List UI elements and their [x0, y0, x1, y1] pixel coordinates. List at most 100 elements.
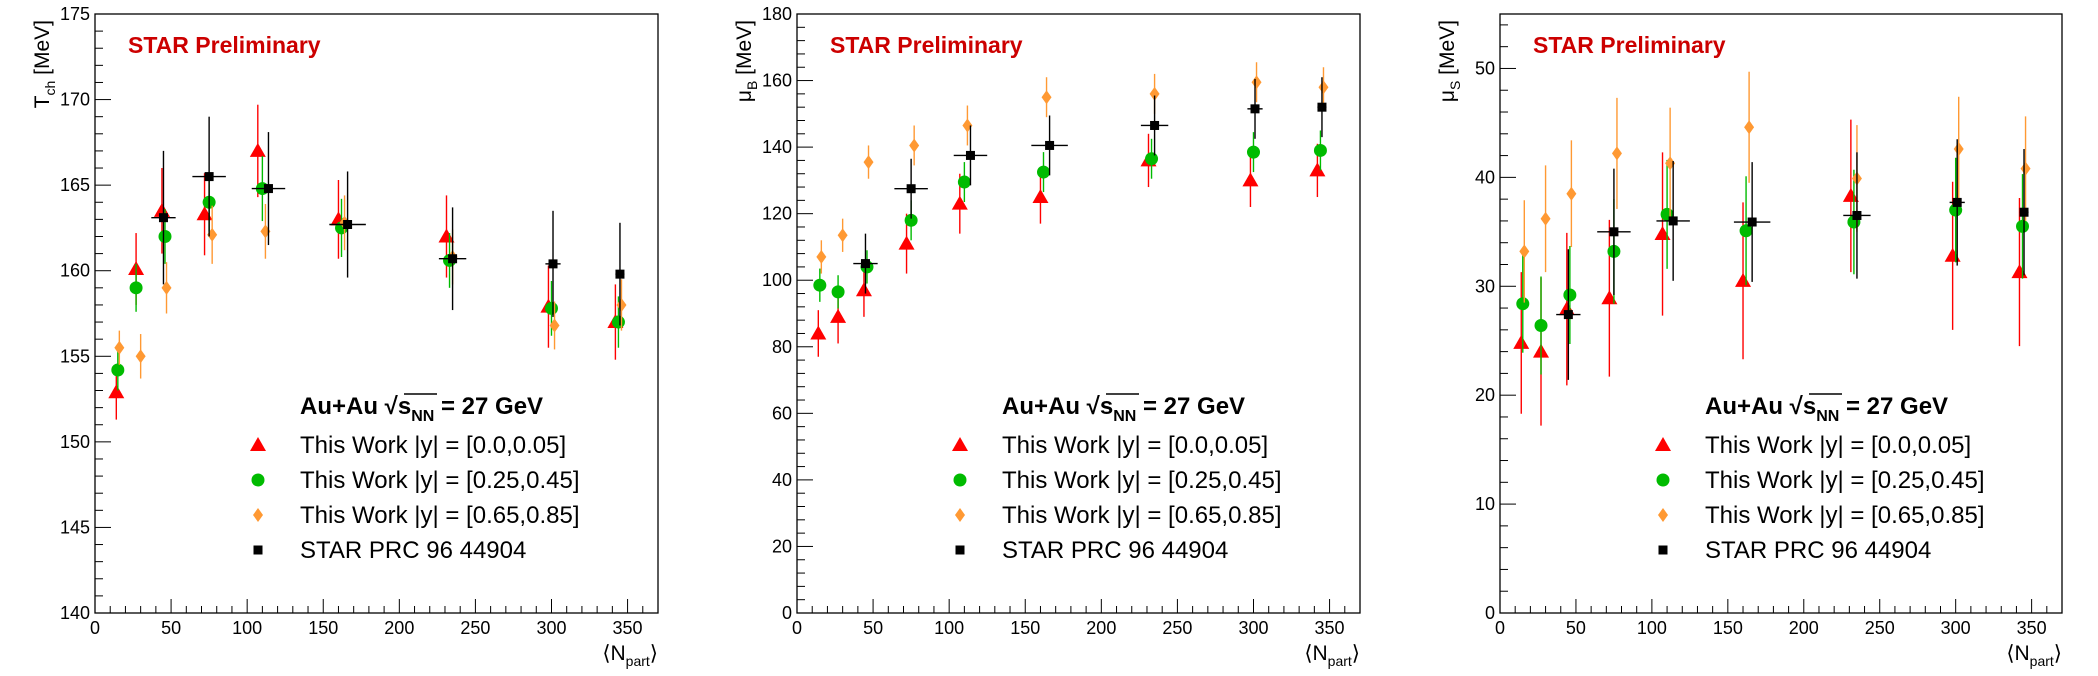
- plot-frame: [796, 13, 1361, 614]
- y-tick-label: 140: [60, 603, 90, 623]
- y-tick-label: 160: [762, 71, 792, 91]
- y-tick-label: 150: [60, 432, 90, 452]
- x-tick-label: 50: [1566, 618, 1586, 638]
- series-1: [108, 104, 624, 420]
- data-point: [1842, 187, 1859, 202]
- legend-marker: [253, 508, 263, 522]
- y-axis-label: μS [MeV]: [1436, 20, 1463, 102]
- x-tick-label: 300: [1238, 618, 1268, 638]
- legend-marker: [251, 473, 265, 487]
- legend-marker: [1658, 508, 1668, 522]
- legend-marker: [1655, 437, 1671, 451]
- data-point: [1037, 165, 1051, 179]
- y-tick-label: 30: [1475, 276, 1495, 296]
- series-4: [1556, 139, 2029, 380]
- data-point: [962, 118, 973, 133]
- y-tick-label: 20: [1475, 385, 1495, 405]
- data-point: [2011, 264, 2028, 279]
- data-point: [616, 297, 627, 312]
- data-point: [263, 184, 273, 194]
- legend-entry: This Work |y| = [0.25,0.45]: [1002, 467, 1281, 494]
- x-tick-label: 0: [1495, 618, 1505, 638]
- data-point: [1317, 102, 1327, 112]
- legend-entry: This Work |y| = [0.65,0.85]: [1705, 502, 1984, 529]
- legend-entry: STAR PRC 96 44904: [1002, 537, 1228, 564]
- data-point: [1735, 272, 1752, 287]
- legend-marker: [955, 508, 965, 522]
- data-point: [611, 315, 625, 329]
- legend-entry: This Work |y| = [0.65,0.85]: [300, 502, 579, 529]
- y-tick-label: 175: [60, 4, 90, 24]
- legend-entry: This Work |y| = [0.25,0.45]: [1705, 467, 1984, 494]
- data-point: [1601, 290, 1618, 305]
- legend-entry: This Work |y| = [0.25,0.45]: [300, 467, 579, 494]
- data-point: [158, 229, 172, 243]
- series-4: [151, 116, 625, 326]
- x-tick-label: 100: [934, 618, 964, 638]
- data-point: [1611, 146, 1622, 161]
- y-tick-label: 140: [762, 137, 792, 157]
- data-point: [1250, 104, 1260, 114]
- x-tick-label: 350: [2017, 618, 2047, 638]
- x-tick-label: 250: [1162, 618, 1192, 638]
- legend: This Work |y| = [0.0,0.05] This Work |y| …: [1655, 432, 1984, 564]
- y-tick-label: 100: [762, 270, 792, 290]
- star-preliminary-label: STAR Preliminary: [1533, 32, 1726, 58]
- series-3: [1519, 71, 2031, 303]
- data-point: [813, 278, 827, 292]
- data-point: [548, 259, 558, 269]
- data-point: [863, 155, 874, 170]
- y-tick-label: 50: [1475, 58, 1495, 78]
- x-axis-label: ⟨Npart⟩: [1304, 642, 1360, 669]
- x-tick-label: 350: [1315, 618, 1345, 638]
- data-point: [837, 228, 848, 243]
- legend-marker: [952, 437, 968, 451]
- data-point: [2020, 161, 2031, 176]
- y-tick-label: 160: [60, 261, 90, 281]
- y-axis-label: Tch [MeV]: [31, 20, 58, 108]
- y-tick-label: 0: [782, 603, 792, 623]
- data-point: [1668, 216, 1678, 226]
- x-tick-label: 300: [536, 618, 566, 638]
- data-point: [129, 281, 143, 295]
- data-point: [343, 220, 353, 230]
- legend: This Work |y| = [0.0,0.05] This Work |y| …: [250, 432, 579, 564]
- star-preliminary-label: STAR Preliminary: [830, 32, 1023, 58]
- x-tick-label: 200: [384, 618, 414, 638]
- legend-marker: [1656, 473, 1670, 487]
- x-tick-label: 250: [460, 618, 490, 638]
- data-point: [1739, 224, 1753, 238]
- data-point: [1852, 210, 1862, 220]
- data-point: [1566, 186, 1577, 201]
- energy-label: Au+Au √sNN = 27 GeV: [1705, 393, 1948, 425]
- x-tick-label: 350: [613, 618, 643, 638]
- data-point: [204, 172, 214, 182]
- legend-marker: [250, 437, 266, 451]
- data-point: [830, 308, 847, 323]
- data-point: [1513, 334, 1530, 349]
- data-point: [1516, 297, 1530, 311]
- x-axis-label: ⟨Npart⟩: [602, 642, 658, 669]
- data-point: [448, 254, 458, 264]
- data-point: [114, 340, 125, 355]
- data-point: [1654, 225, 1671, 240]
- data-point: [108, 384, 125, 399]
- y-tick-label: 180: [762, 4, 792, 24]
- data-point: [1952, 197, 1962, 207]
- data-point: [1519, 244, 1530, 259]
- legend-entry: STAR PRC 96 44904: [1705, 537, 1931, 564]
- y-tick-label: 60: [772, 403, 792, 423]
- legend-marker: [953, 473, 967, 487]
- data-point: [904, 213, 918, 227]
- y-tick-label: 120: [762, 204, 792, 224]
- x-tick-label: 200: [1789, 618, 1819, 638]
- x-tick-label: 100: [232, 618, 262, 638]
- data-point: [1563, 310, 1573, 320]
- y-tick-label: 20: [772, 536, 792, 556]
- data-point: [1145, 152, 1159, 166]
- series-1: [810, 133, 1326, 357]
- data-point: [135, 349, 146, 364]
- legend-marker: [1658, 545, 1668, 555]
- data-point: [1563, 288, 1577, 302]
- data-point: [1246, 145, 1260, 159]
